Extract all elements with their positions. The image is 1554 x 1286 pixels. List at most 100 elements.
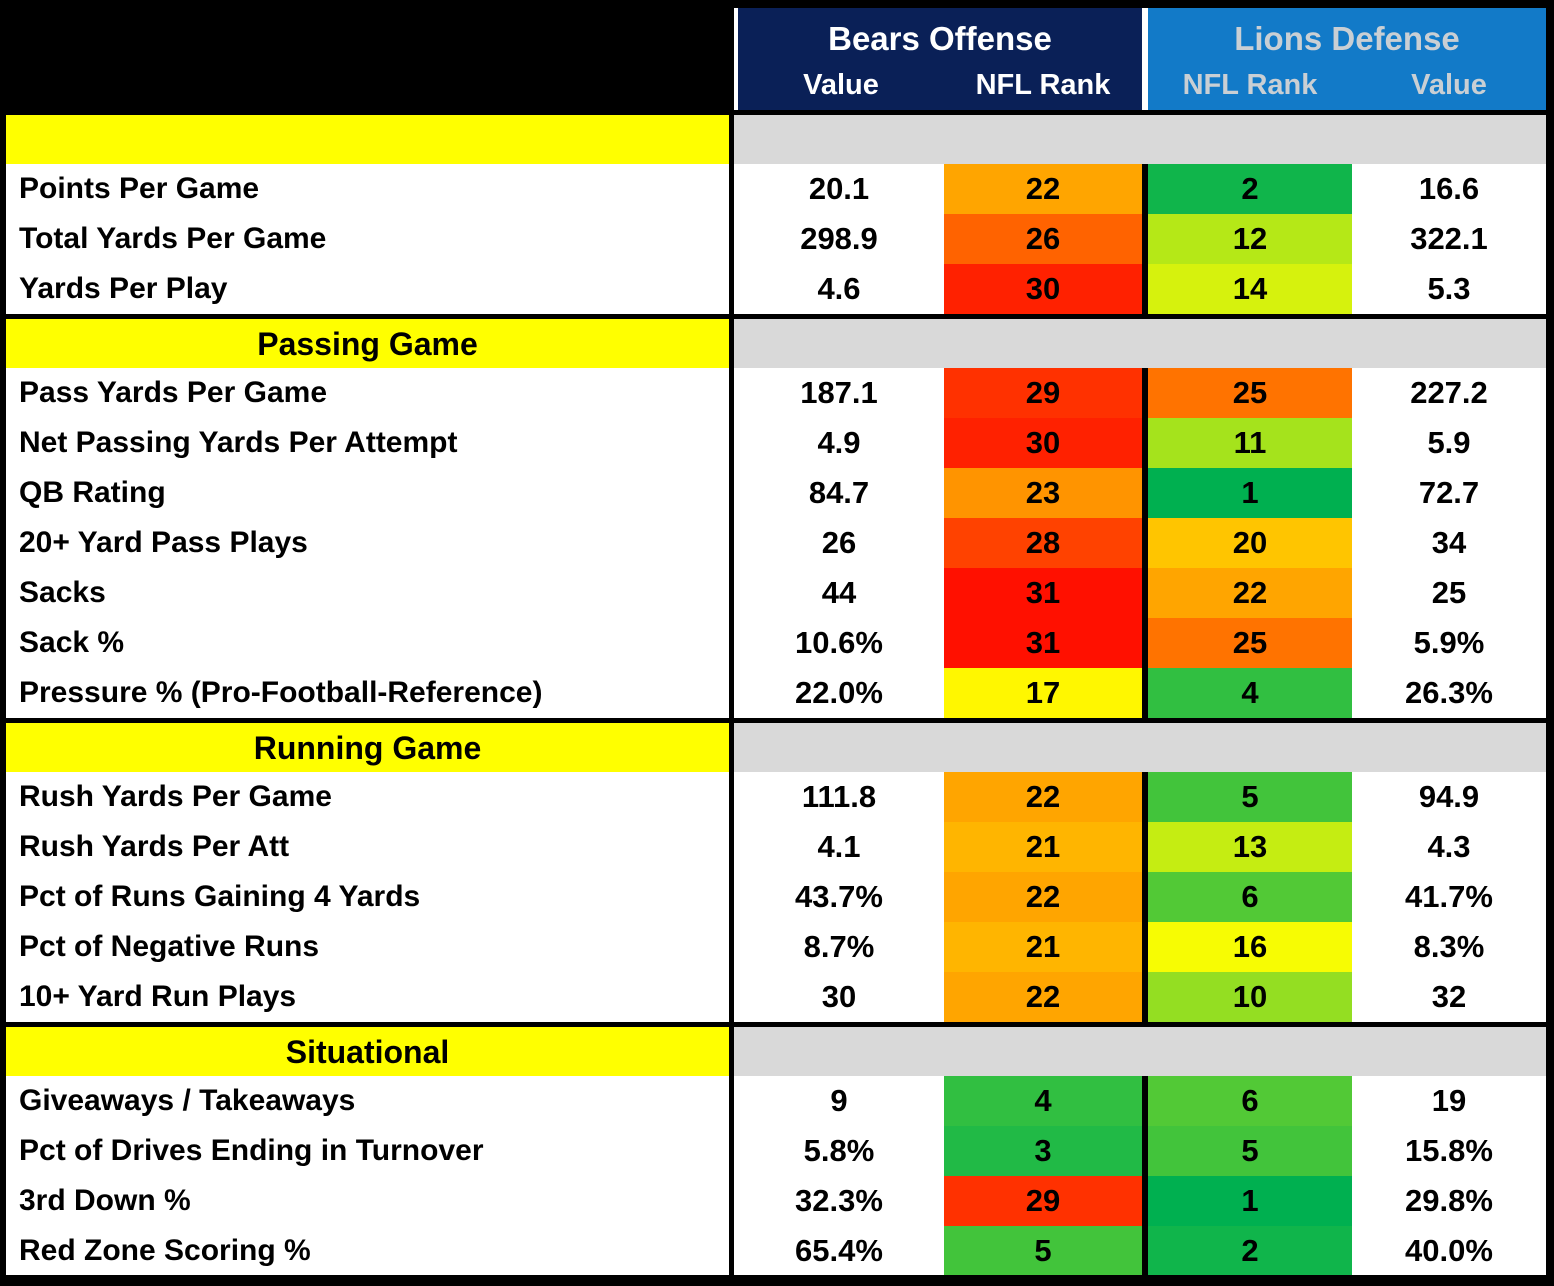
column-divider-line bbox=[729, 264, 734, 314]
section-header-row: Passing Game bbox=[6, 319, 1546, 368]
center-divider-line bbox=[1142, 1076, 1148, 1126]
center-divider-line bbox=[1142, 164, 1148, 214]
bears-value-cell: 10.6% bbox=[734, 618, 944, 668]
column-divider-line bbox=[729, 1226, 734, 1275]
column-divider-line bbox=[729, 772, 734, 822]
stat-row: Giveaways / Takeaways 9 4 6 19 bbox=[6, 1076, 1546, 1126]
column-divider-line bbox=[729, 668, 734, 718]
column-divider-line bbox=[729, 972, 734, 1022]
center-divider-line bbox=[1142, 972, 1148, 1022]
center-divider-line bbox=[1142, 214, 1148, 264]
lions-rank-cell: 5 bbox=[1148, 772, 1352, 822]
stat-label: Sacks bbox=[6, 568, 729, 618]
center-divider-line bbox=[1142, 922, 1148, 972]
column-divider-line bbox=[729, 1027, 734, 1076]
bears-value-cell: 4.1 bbox=[734, 822, 944, 872]
lions-value-cell: 29.8% bbox=[1352, 1176, 1546, 1226]
lions-rank-cell: 2 bbox=[1148, 164, 1352, 214]
stat-label: Sack % bbox=[6, 618, 729, 668]
lions-value-cell: 40.0% bbox=[1352, 1226, 1546, 1275]
lions-value-cell: 227.2 bbox=[1352, 368, 1546, 418]
lions-rank-cell: 16 bbox=[1148, 922, 1352, 972]
lions-value-cell: 5.9% bbox=[1352, 618, 1546, 668]
bears-value-cell: 4.9 bbox=[734, 418, 944, 468]
stat-label: 3rd Down % bbox=[6, 1176, 729, 1226]
stat-row: Pct of Drives Ending in Turnover 5.8% 3 5 15… bbox=[6, 1126, 1546, 1176]
lions-nfl-rank-column-header: NFL Rank bbox=[1182, 69, 1318, 101]
lions-rank-cell: 4 bbox=[1148, 668, 1352, 718]
stat-label: Pct of Negative Runs bbox=[6, 922, 729, 972]
lions-rank-cell: 13 bbox=[1148, 822, 1352, 872]
lions-rank-cell: 25 bbox=[1148, 618, 1352, 668]
lions-rank-cell: 10 bbox=[1148, 972, 1352, 1022]
bears-rank-cell: 22 bbox=[944, 772, 1142, 822]
lions-rank-cell: 22 bbox=[1148, 568, 1352, 618]
lions-rank-cell: 2 bbox=[1148, 1226, 1352, 1275]
section-header-row: Running Game bbox=[6, 723, 1546, 772]
section-header-row bbox=[6, 115, 1546, 164]
stat-label: Total Yards Per Game bbox=[6, 214, 729, 264]
column-divider-line bbox=[729, 723, 734, 772]
lions-rank-cell: 25 bbox=[1148, 368, 1352, 418]
lions-rank-cell: 1 bbox=[1148, 1176, 1352, 1226]
lions-rank-cell: 5 bbox=[1148, 1126, 1352, 1176]
lions-value-cell: 19 bbox=[1352, 1076, 1546, 1126]
stat-row: Pct of Runs Gaining 4 Yards 43.7% 22 6 41.7% bbox=[6, 872, 1546, 922]
stat-row: Rush Yards Per Game 111.8 22 5 94.9 bbox=[6, 772, 1546, 822]
section-divider-line bbox=[6, 718, 1546, 723]
center-divider-line bbox=[1142, 822, 1148, 872]
bears-offense-title: Bears Offense bbox=[828, 20, 1052, 57]
lions-value-column-header: Value bbox=[1411, 69, 1487, 101]
column-divider-line bbox=[729, 822, 734, 872]
bears-value-cell: 84.7 bbox=[734, 468, 944, 518]
stat-label: Giveaways / Takeaways bbox=[6, 1076, 729, 1126]
bears-rank-cell: 17 bbox=[944, 668, 1142, 718]
center-divider-line bbox=[1142, 418, 1148, 468]
column-divider-line bbox=[729, 568, 734, 618]
bears-rank-cell: 31 bbox=[944, 618, 1142, 668]
stat-row: Pct of Negative Runs 8.7% 21 16 8.3% bbox=[6, 922, 1546, 972]
lions-value-cell: 72.7 bbox=[1352, 468, 1546, 518]
lions-value-cell: 16.6 bbox=[1352, 164, 1546, 214]
bears-value-cell: 44 bbox=[734, 568, 944, 618]
bears-value-cell: 32.3% bbox=[734, 1176, 944, 1226]
table-header: Bears Offense Value NFL Rank Lions Defen… bbox=[6, 0, 1546, 110]
bears-rank-cell: 29 bbox=[944, 368, 1142, 418]
bears-value-cell: 298.9 bbox=[734, 214, 944, 264]
lions-value-cell: 32 bbox=[1352, 972, 1546, 1022]
table-body: Points Per Game 20.1 22 2 16.6 Total Yards Pe… bbox=[6, 110, 1546, 1275]
center-divider-line bbox=[1142, 518, 1148, 568]
bears-value-cell: 9 bbox=[734, 1076, 944, 1126]
center-divider-line bbox=[1142, 264, 1148, 314]
lions-value-cell: 8.3% bbox=[1352, 922, 1546, 972]
lions-rank-cell: 12 bbox=[1148, 214, 1352, 264]
stat-label: Yards Per Play bbox=[6, 264, 729, 314]
bears-value-cell: 26 bbox=[734, 518, 944, 568]
lions-defense-header: Lions Defense NFL Rank Value bbox=[1148, 8, 1546, 110]
center-divider-line bbox=[1142, 1226, 1148, 1275]
column-divider-line bbox=[729, 418, 734, 468]
bears-rank-cell: 4 bbox=[944, 1076, 1142, 1126]
lions-defense-title: Lions Defense bbox=[1234, 20, 1460, 57]
bears-rank-cell: 28 bbox=[944, 518, 1142, 568]
stat-row: Points Per Game 20.1 22 2 16.6 bbox=[6, 164, 1546, 214]
stat-row: Sack % 10.6% 31 25 5.9% bbox=[6, 618, 1546, 668]
column-divider-line bbox=[729, 164, 734, 214]
column-divider-line bbox=[729, 872, 734, 922]
stat-row: Sacks 44 31 22 25 bbox=[6, 568, 1546, 618]
bears-rank-cell: 22 bbox=[944, 972, 1142, 1022]
bears-rank-cell: 22 bbox=[944, 164, 1142, 214]
bears-value-cell: 5.8% bbox=[734, 1126, 944, 1176]
column-divider-line bbox=[729, 518, 734, 568]
lions-rank-cell: 6 bbox=[1148, 1076, 1352, 1126]
stat-label: Pct of Runs Gaining 4 Yards bbox=[6, 872, 729, 922]
center-divider-line bbox=[1142, 668, 1148, 718]
stat-row: QB Rating 84.7 23 1 72.7 bbox=[6, 468, 1546, 518]
stat-label: 20+ Yard Pass Plays bbox=[6, 518, 729, 568]
lions-value-cell: 26.3% bbox=[1352, 668, 1546, 718]
column-divider-line bbox=[729, 115, 734, 164]
header-gap bbox=[734, 8, 738, 110]
lions-rank-cell: 11 bbox=[1148, 418, 1352, 468]
stat-label: 10+ Yard Run Plays bbox=[6, 972, 729, 1022]
